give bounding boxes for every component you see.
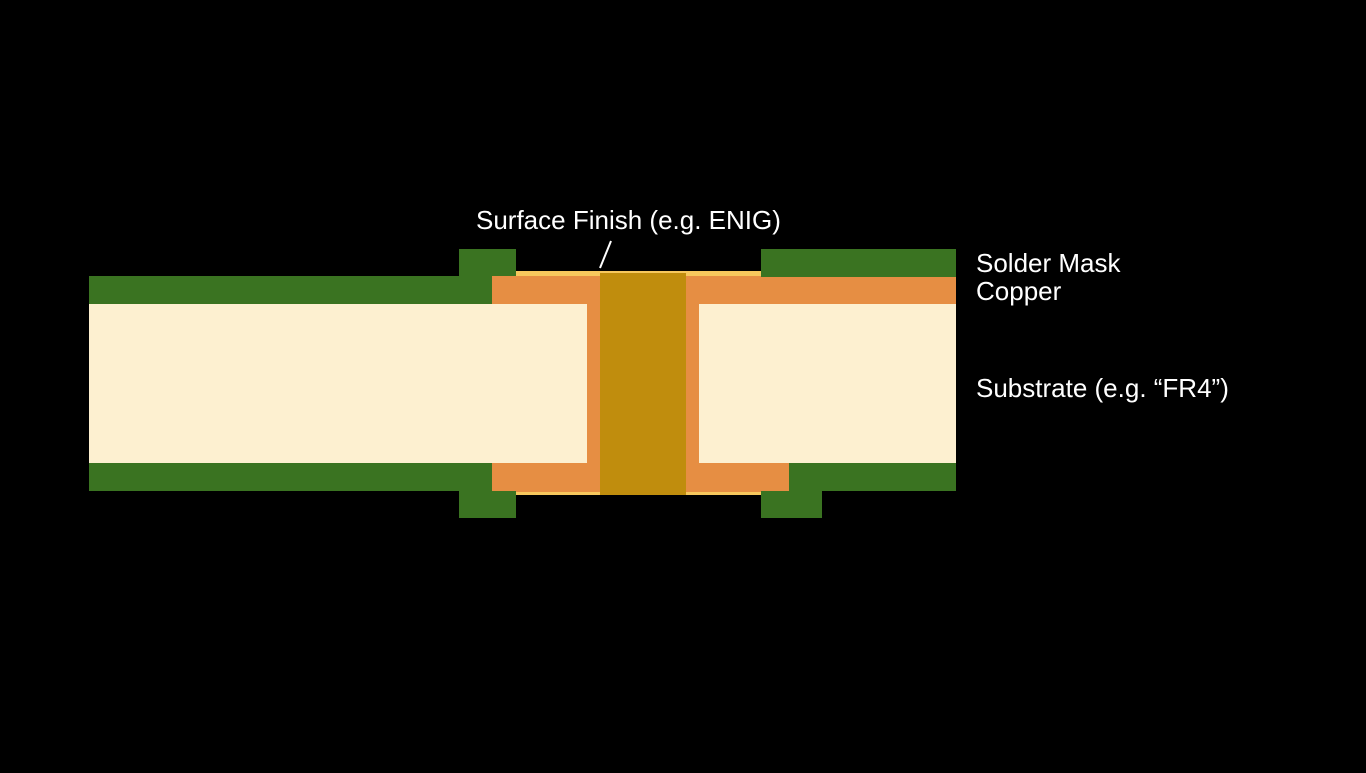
- label-substrate: Substrate (e.g. “FR4”): [976, 373, 1229, 403]
- copper-top-layer: [492, 276, 956, 304]
- solder-mask-bottom-left: [89, 463, 516, 518]
- label-solder-mask: Solder Mask: [976, 248, 1121, 278]
- via-barrel-fill: [600, 273, 686, 495]
- label-surface-finish: Surface Finish (e.g. ENIG): [476, 205, 781, 235]
- surface-finish-leader-line: [599, 240, 612, 269]
- copper-via-wall-left: [587, 276, 601, 492]
- copper-via-wall-right: [685, 276, 699, 492]
- label-copper: Copper: [976, 276, 1062, 306]
- solder-mask-top-right: [761, 249, 956, 277]
- solder-mask-top-left: [89, 249, 516, 304]
- substrate-right: [699, 304, 956, 463]
- substrate-left: [89, 304, 587, 463]
- solder-mask-bottom-right: [761, 463, 956, 518]
